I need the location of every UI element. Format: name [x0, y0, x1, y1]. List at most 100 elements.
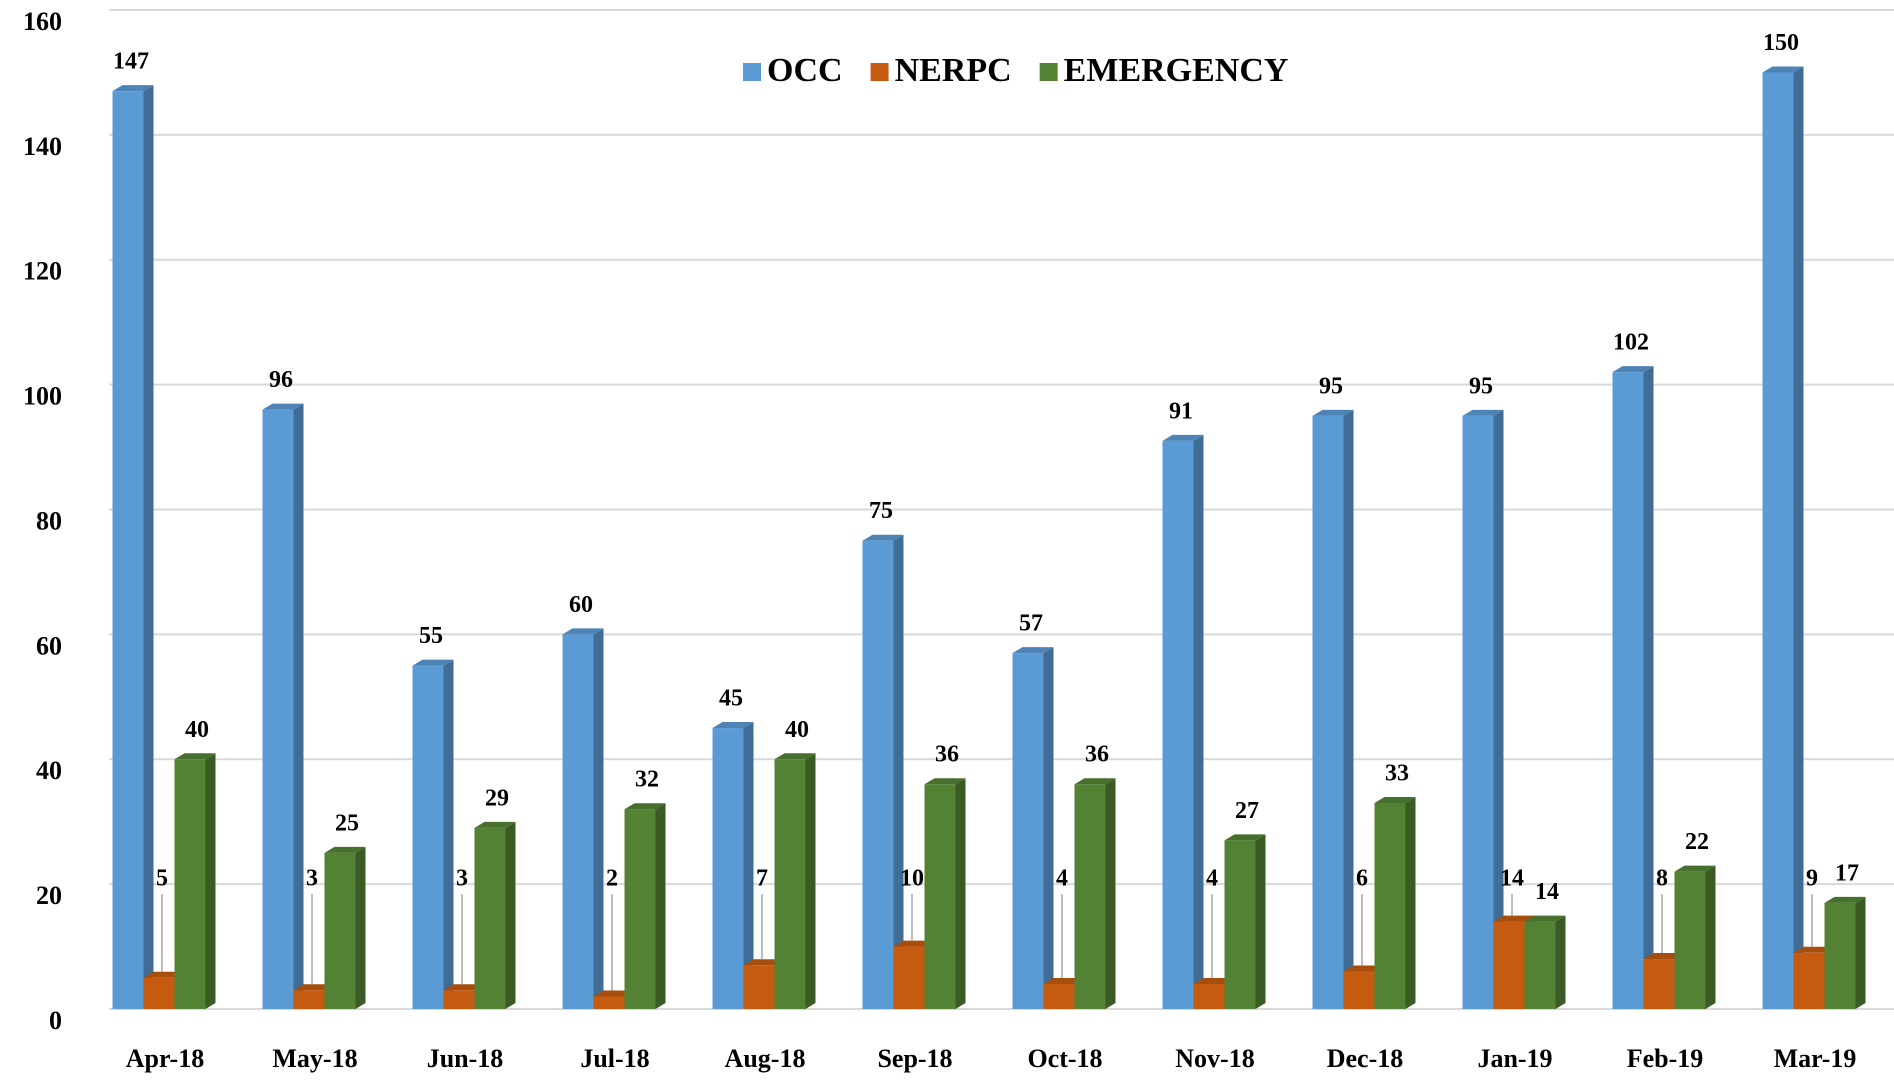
- bar-top: [562, 628, 604, 635]
- bar-top: [712, 722, 754, 729]
- bar-side: [893, 534, 904, 1009]
- bar-side: [143, 85, 154, 1009]
- bar-top: [1012, 647, 1054, 654]
- bar-top: [1462, 409, 1504, 416]
- bar-side: [1555, 915, 1566, 1009]
- bar: [174, 759, 206, 1009]
- data-label: 96: [269, 367, 293, 393]
- y-tick-label: 140: [23, 132, 62, 161]
- bar: [1074, 784, 1106, 1009]
- legend-swatch: [743, 63, 761, 81]
- bar-group: [112, 85, 154, 1009]
- bar-side: [293, 403, 304, 1010]
- bar: [924, 784, 956, 1009]
- bar: [1224, 840, 1256, 1009]
- bar: [712, 728, 744, 1009]
- data-label: 150: [1763, 30, 1799, 56]
- y-tick-label: 20: [36, 881, 62, 910]
- data-label: 75: [869, 498, 893, 524]
- bar-side: [443, 659, 454, 1009]
- bar: [143, 977, 175, 1009]
- data-label: 29: [485, 785, 509, 811]
- bar-top: [1224, 834, 1266, 841]
- bar: [412, 665, 444, 1009]
- data-label: 27: [1235, 798, 1259, 824]
- bar: [1524, 921, 1556, 1009]
- data-label: 55: [419, 623, 443, 649]
- data-label: 36: [1085, 742, 1109, 768]
- bar: [1043, 984, 1075, 1009]
- bar-group: [624, 803, 666, 1009]
- bar: [774, 759, 806, 1009]
- bar-top: [1074, 778, 1116, 785]
- x-tick-label: Jul-18: [580, 1044, 649, 1073]
- bar-top: [1643, 953, 1685, 960]
- bar-group: [1674, 865, 1716, 1009]
- data-label: 95: [1469, 373, 1493, 399]
- bar-top: [1612, 366, 1654, 373]
- bar-top: [443, 984, 485, 991]
- data-label: 6: [1356, 866, 1368, 892]
- bar-top: [624, 803, 666, 810]
- bar-top: [743, 959, 785, 966]
- data-label: 14: [1500, 866, 1524, 892]
- data-label: 95: [1319, 373, 1343, 399]
- data-label: 14: [1535, 879, 1559, 905]
- bar: [1012, 653, 1044, 1009]
- y-tick-label: 40: [36, 756, 62, 785]
- bar: [1162, 440, 1194, 1010]
- bar: [624, 809, 656, 1009]
- bar-side: [505, 821, 516, 1009]
- bar-top: [474, 821, 516, 828]
- data-label: 3: [456, 866, 468, 892]
- bar-top: [1824, 896, 1866, 903]
- x-tick-label: Jun-18: [427, 1044, 504, 1073]
- data-label: 45: [719, 686, 743, 712]
- bar-group: [1462, 409, 1504, 1009]
- bar-group: [1824, 896, 1866, 1009]
- data-label: 3: [306, 866, 318, 892]
- x-tick-label: Apr-18: [126, 1044, 204, 1073]
- bar-side: [1043, 647, 1054, 1009]
- bar-group: [924, 778, 966, 1009]
- data-label: 17: [1835, 860, 1859, 886]
- bar-side: [1105, 778, 1116, 1009]
- bar: [862, 540, 894, 1009]
- data-label: 40: [185, 717, 209, 743]
- x-tick-label: Oct-18: [1027, 1044, 1102, 1073]
- data-label: 5: [156, 866, 168, 892]
- legend-label: OCC: [767, 52, 843, 89]
- bar: [1793, 952, 1825, 1009]
- bar-side: [1255, 834, 1266, 1009]
- data-label: 4: [1056, 866, 1068, 892]
- bar-top: [1043, 978, 1085, 985]
- bar-group: [1224, 834, 1266, 1009]
- bar-group: [262, 403, 304, 1010]
- x-tick-label: Dec-18: [1327, 1044, 1404, 1073]
- bar: [1462, 415, 1494, 1009]
- y-tick-label: 60: [36, 631, 62, 660]
- y-tick-label: 0: [49, 1006, 62, 1035]
- bar-group: [1374, 796, 1416, 1009]
- bar-top: [1524, 915, 1566, 922]
- bar: [1343, 971, 1375, 1009]
- bar-group: [1074, 778, 1116, 1009]
- bar-side: [1793, 66, 1804, 1009]
- bar-group: [412, 659, 454, 1009]
- data-label: 9: [1806, 866, 1818, 892]
- data-label: 8: [1656, 866, 1668, 892]
- bar-top: [1674, 865, 1716, 872]
- bar: [1312, 415, 1344, 1009]
- bar: [324, 852, 356, 1009]
- bar-side: [1705, 865, 1716, 1009]
- data-label: 4: [1206, 866, 1218, 892]
- bar-top: [924, 778, 966, 785]
- bar-group: [862, 534, 904, 1009]
- bar-top: [893, 940, 935, 947]
- x-tick-label: Nov-18: [1175, 1044, 1254, 1073]
- bar: [1193, 984, 1225, 1009]
- legend-swatch: [1039, 63, 1058, 81]
- bar-side: [1493, 409, 1504, 1009]
- bar-side: [355, 846, 366, 1009]
